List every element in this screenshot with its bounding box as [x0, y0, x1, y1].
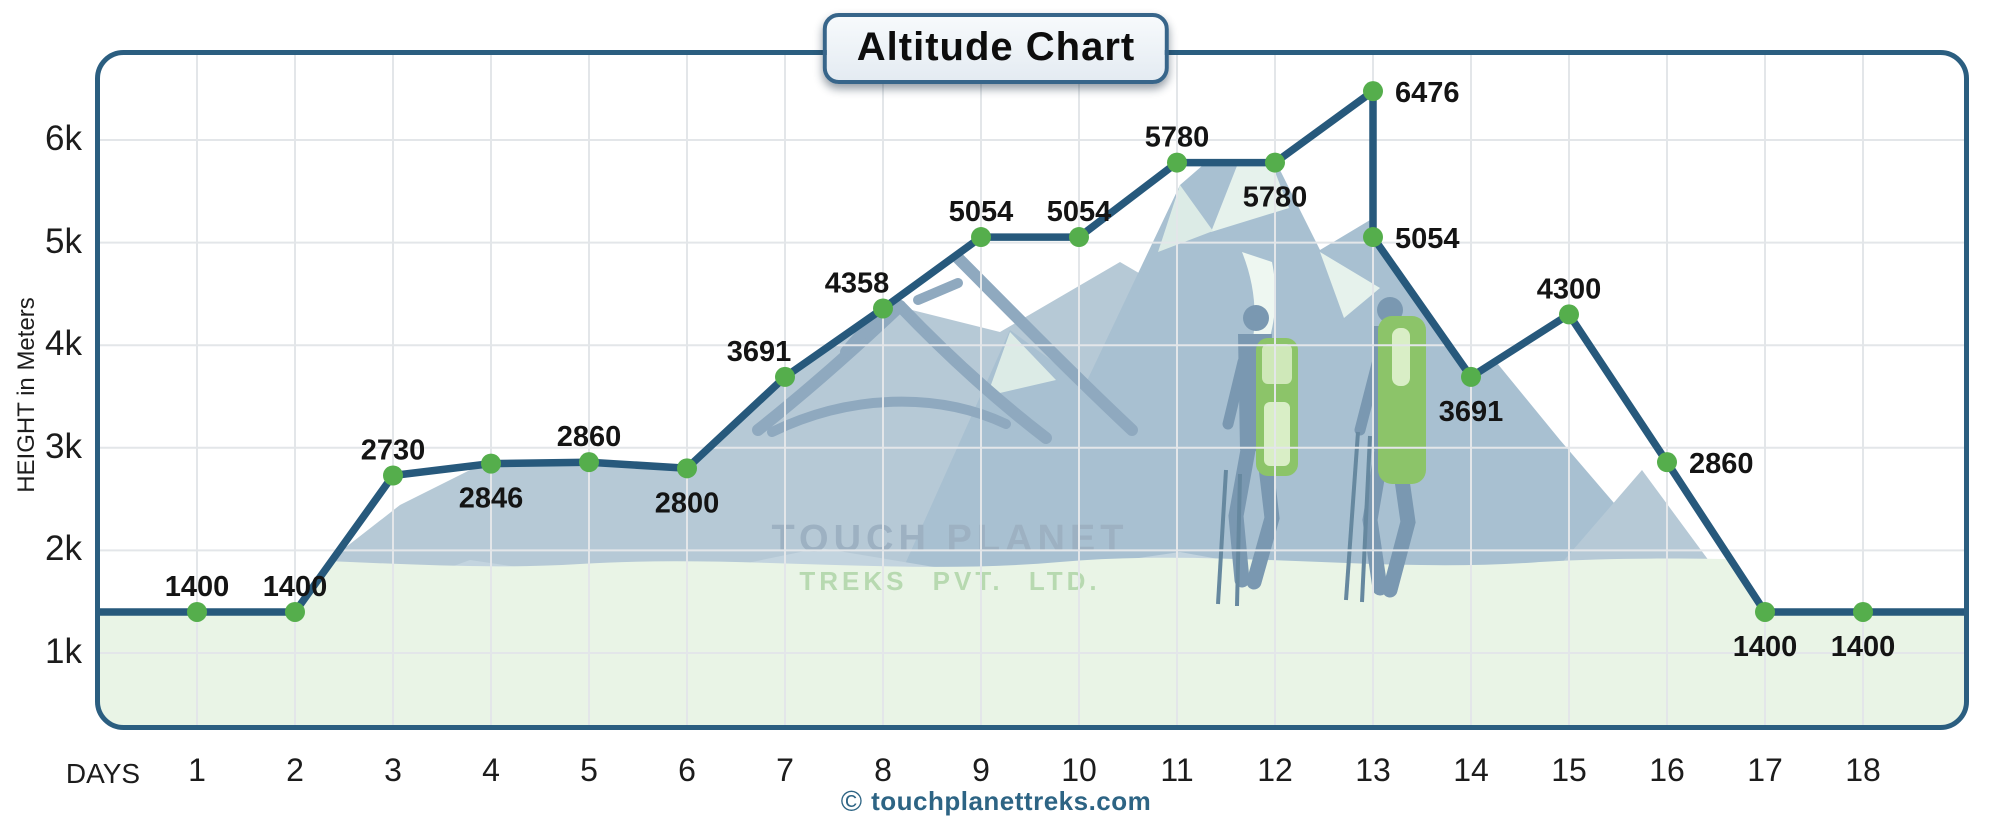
data-point-label: 2860: [557, 421, 622, 453]
trekking-pole: [1344, 431, 1360, 601]
data-point-dot: [1069, 227, 1089, 248]
x-tick-label: 18: [1845, 752, 1881, 788]
altitude-series: [100, 81, 1964, 622]
y-tick-label: 3k: [45, 426, 82, 466]
ground: [100, 557, 1964, 725]
x-tick-label: 3: [384, 752, 402, 788]
data-point-dot: [1461, 366, 1481, 387]
data-point-dot: [1363, 227, 1383, 248]
footer: © touchplanettreks.com: [0, 786, 1992, 819]
data-point-label: 1400: [263, 571, 328, 603]
data-point-dot: [1755, 601, 1775, 622]
brand-name: TOUCH PLANET: [772, 518, 1129, 560]
data-point-label: 1400: [165, 571, 230, 603]
x-tick-label: 10: [1061, 752, 1097, 788]
data-point-label: 3691: [1439, 396, 1504, 428]
data-point-dot: [873, 298, 893, 319]
trekking-pole: [1360, 435, 1372, 603]
y-tick-label: 4k: [45, 324, 82, 364]
data-point-label: 4300: [1537, 273, 1602, 305]
data-point-label: 2800: [655, 487, 720, 519]
y-tick-label: 2k: [45, 529, 82, 569]
data-point-label: 6476: [1395, 77, 1460, 109]
data-point-label: 2860: [1689, 448, 1754, 480]
data-point-label: 5780: [1145, 122, 1210, 154]
data-labels: 1400 1400 2730 2846 2860 2800 3691 4358 5054 5054…: [165, 77, 1896, 663]
data-point-dot: [187, 601, 207, 622]
x-tick-label: 8: [874, 752, 892, 788]
data-point-dot: [1657, 452, 1677, 473]
x-tick-label: 14: [1453, 752, 1489, 788]
data-point-label: 5054: [1047, 196, 1112, 228]
data-point-dot: [481, 453, 501, 474]
data-point-dot: [1167, 152, 1187, 173]
x-tick-label: 11: [1160, 752, 1194, 788]
x-tick-label: 12: [1257, 752, 1293, 788]
snow-patch: [1211, 120, 1289, 232]
x-tick-label: 13: [1355, 752, 1391, 788]
data-point-label: 5780: [1243, 182, 1308, 214]
trekker-figure: [1216, 305, 1298, 607]
x-tick-label: 16: [1649, 752, 1685, 788]
chart-title-box: Altitude Chart: [822, 13, 1170, 84]
trekking-pole: [1216, 469, 1228, 605]
x-tick-label: 6: [678, 752, 696, 788]
trekking-pole: [1235, 473, 1242, 607]
data-point-label: 5054: [1395, 223, 1460, 255]
data-point-dot: [677, 458, 697, 479]
x-axis: DAYS 1 2 3 4 5 6 7 8 9 10 11 12 13 14 15 16 17 18: [0, 750, 1992, 802]
data-point-dot: [383, 465, 403, 486]
x-tick-label: 17: [1747, 752, 1783, 788]
chart-title: Altitude Chart: [856, 25, 1136, 69]
data-point-dot: [1363, 81, 1383, 102]
x-tick-label: 4: [482, 752, 500, 788]
watermark-illustration: TOUCH PLANET TREKS PVT. LTD.: [100, 120, 1964, 725]
copyright-icon: ©: [840, 786, 863, 818]
trekker-figure: [1344, 297, 1426, 603]
data-point-dot: [775, 366, 795, 387]
x-tick-label: 9: [972, 752, 990, 788]
snow-patch: [987, 332, 1056, 396]
data-point-dot: [285, 601, 305, 622]
data-point-label: 2846: [459, 483, 524, 515]
snow-patch: [1320, 252, 1380, 318]
footer-site-link[interactable]: touchplanettreks.com: [871, 786, 1152, 816]
gridlines: [100, 55, 1964, 725]
x-tick-label: 7: [776, 752, 794, 788]
data-point-label: 3691: [727, 336, 792, 368]
data-point-dot: [1853, 601, 1873, 622]
data-point-label: 1400: [1733, 631, 1798, 663]
data-point-dot: [579, 452, 599, 473]
x-tick-label: 5: [580, 752, 598, 788]
y-tick-label: 1k: [45, 632, 82, 671]
data-point-dot: [1265, 152, 1285, 173]
x-axis-title: DAYS: [65, 758, 141, 789]
data-point-label: 5054: [949, 196, 1014, 228]
data-point-label: 1400: [1831, 631, 1896, 663]
x-tick-label: 15: [1551, 752, 1587, 788]
snow-streak: [1232, 252, 1276, 402]
x-tick-label: 1: [188, 752, 206, 788]
data-point-label: 4358: [825, 267, 890, 299]
snow-patch: [1158, 185, 1213, 252]
data-point-label: 2730: [361, 435, 426, 467]
x-tick-label: 2: [286, 752, 304, 788]
plot-area: TOUCH PLANET TREKS PVT. LTD.: [100, 55, 1964, 725]
brand-subtitle: TREKS PVT. LTD.: [799, 566, 1100, 596]
data-point-dot: [1559, 304, 1579, 325]
mountain-hill-right: [1560, 470, 1712, 565]
y-tick-label: 6k: [45, 119, 82, 158]
y-tick-label: 5k: [45, 221, 82, 261]
backpack: [1378, 316, 1426, 484]
data-point-dot: [971, 227, 991, 248]
